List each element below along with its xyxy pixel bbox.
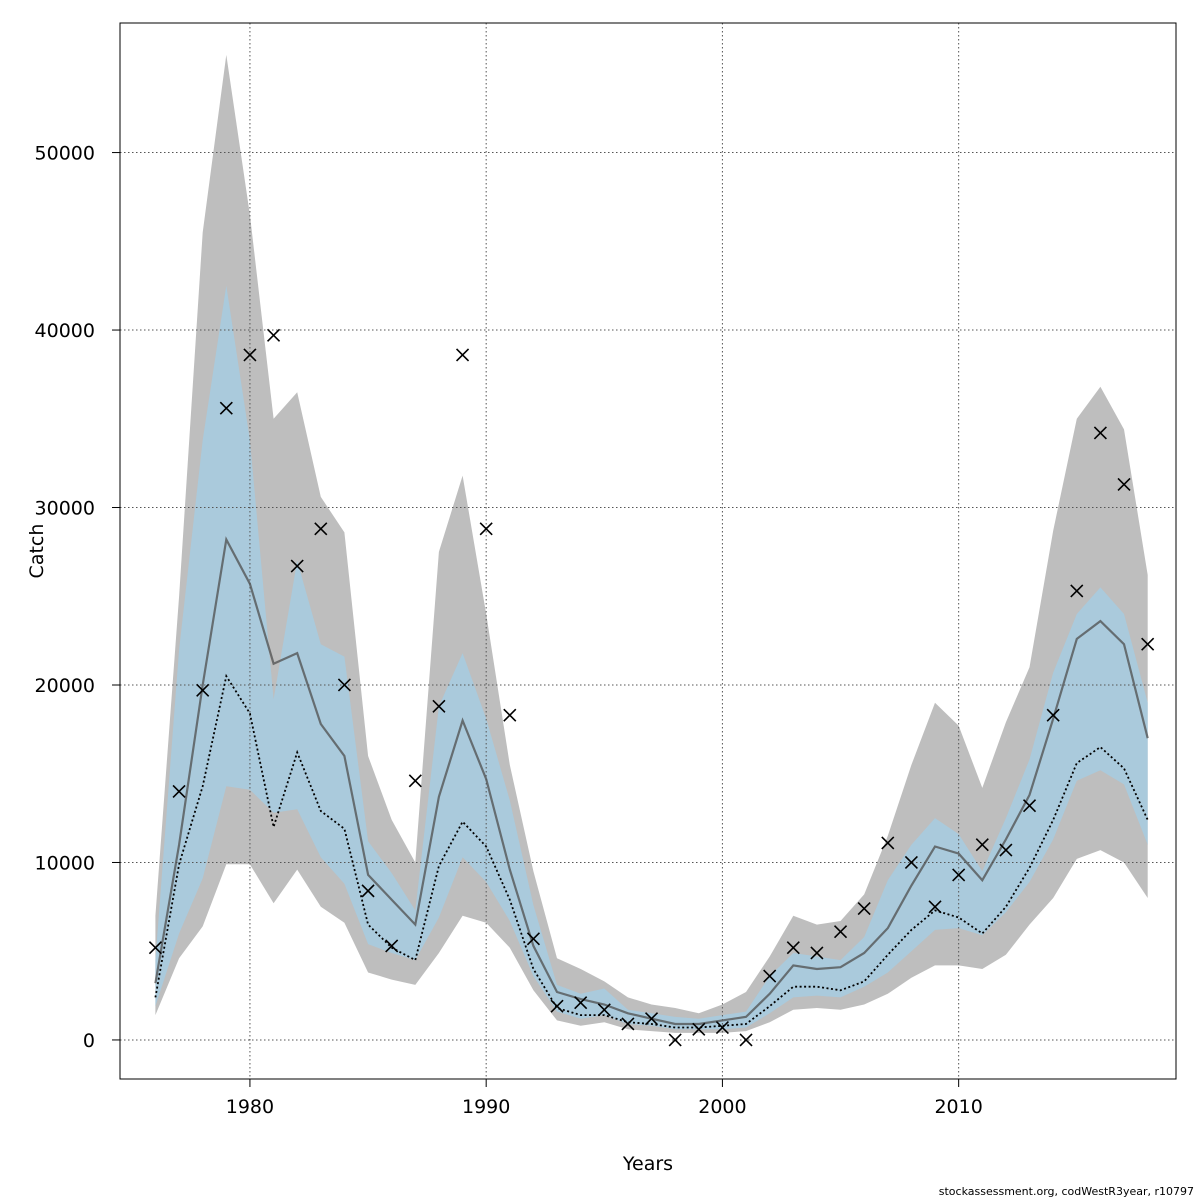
observed-marker <box>479 522 493 536</box>
observed-marker <box>1141 637 1155 651</box>
grid-lines <box>120 23 1176 1079</box>
observed-marker <box>739 1033 753 1047</box>
observed-marker <box>219 401 233 415</box>
observed-marker <box>455 348 470 362</box>
x-tick-label: 1980 <box>226 1096 274 1118</box>
observed-marker <box>148 941 163 955</box>
band-inner <box>155 285 1148 1030</box>
observed-marker <box>857 902 871 916</box>
observed-marker <box>597 1003 611 1017</box>
observed-marker <box>337 678 351 692</box>
x-axis-title: Years <box>622 1153 673 1175</box>
y-axis-ticks: 0 10000 20000 30000 40000 50000 <box>35 143 120 1052</box>
observed-marker <box>550 999 564 1013</box>
observed-marker <box>172 784 186 799</box>
confidence-bands <box>155 54 1148 1033</box>
y-axis-title: Catch <box>26 524 48 579</box>
observed-marker <box>692 1022 706 1036</box>
observed-marker <box>1022 799 1037 813</box>
y-tick-label: 10000 <box>35 852 95 874</box>
observed-marker <box>621 1017 635 1031</box>
plot-frame <box>119 22 1177 1080</box>
y-tick-label: 0 <box>83 1030 95 1052</box>
x-tick-label: 2010 <box>934 1096 982 1118</box>
x-tick-label: 2000 <box>698 1096 746 1118</box>
observed-marker <box>904 855 918 870</box>
observed-marker <box>432 699 446 713</box>
observed-marker <box>361 884 375 898</box>
observed-marker <box>526 932 540 946</box>
observed-markers <box>148 328 1155 1047</box>
observed-marker <box>881 836 895 850</box>
observed-marker <box>999 843 1013 857</box>
observed-marker <box>1093 426 1107 440</box>
observed-marker <box>314 522 328 536</box>
observed-marker <box>715 1020 729 1035</box>
y-tick-label: 40000 <box>35 320 95 342</box>
observed-marker <box>668 1033 682 1047</box>
observed-marker <box>763 969 777 983</box>
y-tick-label: 50000 <box>35 143 95 165</box>
observed-marker <box>952 868 966 882</box>
observed-marker <box>266 328 281 342</box>
observed-marker <box>810 946 824 960</box>
observed-marker <box>196 683 210 697</box>
observed-marker <box>786 941 800 955</box>
series-line-median <box>154 673 1149 1029</box>
observed-marker <box>243 348 257 362</box>
observed-marker <box>503 708 517 722</box>
observed-marker <box>1070 584 1084 598</box>
observed-marker <box>644 1012 659 1026</box>
observed-marker <box>385 939 399 953</box>
observed-marker <box>574 996 588 1010</box>
y-tick-label: 20000 <box>35 675 95 697</box>
observed-marker <box>833 925 848 939</box>
y-tick-label: 30000 <box>35 498 95 520</box>
footer-credit: stockassessment.org, codWestR3year, r107… <box>938 1185 1194 1198</box>
x-tick-label: 1990 <box>462 1096 510 1118</box>
x-axis-ticks: 1980 1990 2000 2010 <box>226 1079 983 1118</box>
observed-marker <box>928 900 942 914</box>
observed-marker <box>1117 477 1131 492</box>
observed-marker <box>975 838 989 852</box>
observed-marker <box>408 774 422 788</box>
observed-marker <box>290 559 304 573</box>
observed-marker <box>1046 708 1060 722</box>
